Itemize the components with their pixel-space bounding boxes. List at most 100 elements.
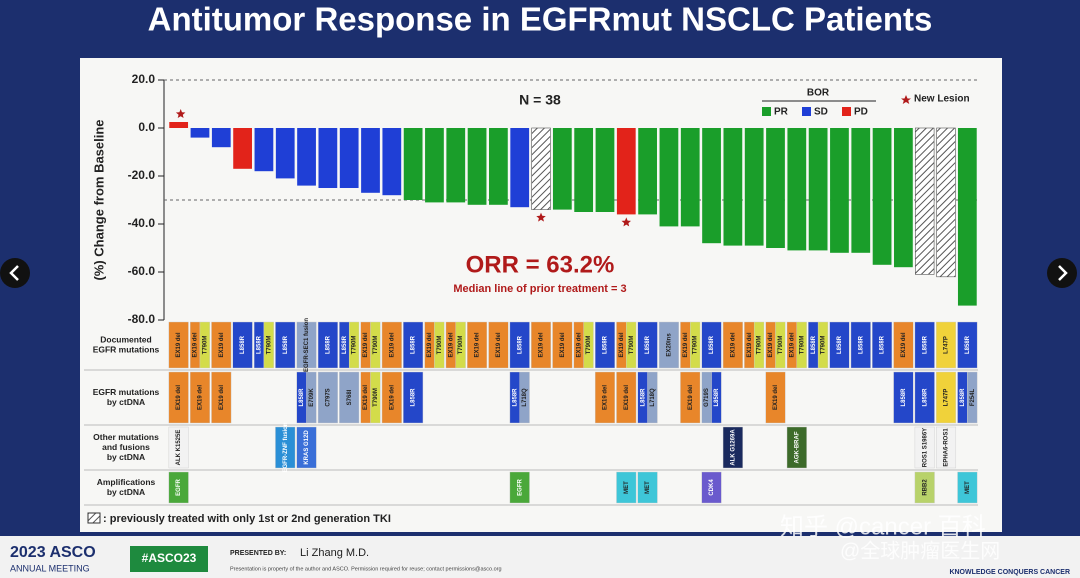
mutation-label: S768I [347, 389, 353, 405]
mutation-cell [893, 321, 914, 369]
mutation-label: EX19 del [389, 332, 395, 357]
bar [744, 128, 764, 246]
bar [723, 128, 743, 246]
y-tick-label: -80.0 [128, 312, 156, 326]
bar [872, 128, 892, 265]
next-button[interactable] [1047, 258, 1077, 288]
mutation-cell [381, 371, 402, 424]
mutation-label: EX19 del [448, 332, 454, 357]
mutation-cell [701, 321, 722, 369]
mutation-cell [936, 321, 957, 369]
disclaimer: Presentation is property of the author a… [230, 566, 502, 572]
mutation-cell [893, 371, 914, 424]
mutation-label: T790M [629, 336, 635, 355]
mutation-label: EX20ins [666, 333, 672, 357]
mutation-cell [296, 426, 317, 469]
mutation-label: T790M [821, 336, 827, 355]
mutation-label: EX19 del [730, 332, 736, 357]
mutation-cell [168, 371, 189, 424]
new-lesion-star [536, 212, 546, 222]
y-tick-label: 0.0 [138, 120, 155, 134]
mutation-label: RBB2 [922, 479, 928, 496]
mutation-cell [701, 471, 722, 504]
mutation-cell [306, 371, 317, 424]
mutation-cell [488, 321, 509, 369]
mutation-label: L718Q [650, 388, 656, 407]
mutation-label: MET [645, 481, 651, 494]
mutation-label: EX19 del [789, 332, 795, 357]
mutation-label: L858R [299, 388, 305, 407]
mutation-label: L858R [283, 335, 289, 354]
mutation-cell [817, 321, 829, 369]
mutation-cell [370, 321, 381, 369]
mutation-cell [275, 426, 296, 469]
mutation-label: EPHA6-ROS1 [944, 428, 950, 467]
mutation-label: E709K [309, 388, 315, 407]
prev-icon[interactable] [9, 265, 19, 281]
mutation-cell [637, 321, 658, 369]
prev-button[interactable] [0, 258, 30, 288]
legend-new-lesion: New Lesion [914, 94, 970, 105]
row-label: by ctDNA [107, 452, 145, 462]
bar [489, 128, 508, 205]
mutation-cell [509, 321, 530, 369]
mutation-label: EGFR [517, 479, 523, 496]
mutation-cell [403, 371, 424, 424]
mutation-label: L858R [922, 335, 928, 354]
mutation-label: L858R [714, 388, 720, 407]
mutation-cell [199, 321, 210, 369]
mutation-cell [519, 371, 530, 424]
mutation-cell [232, 321, 253, 369]
mutation-cell [765, 371, 786, 424]
mutation-label: T790M [266, 336, 272, 355]
mutation-label: EX19 del [363, 385, 369, 410]
mutation-label: EX19 del [389, 385, 395, 410]
mutation-label: EX19 del [747, 332, 753, 357]
mutation-label: EX19 del [560, 332, 566, 357]
mutation-cell [339, 371, 360, 424]
row-label: and fusions [102, 442, 150, 452]
mutation-label: L718Q [522, 388, 528, 407]
row-label: by ctDNA [107, 397, 145, 407]
bar [211, 128, 231, 148]
row-label: by ctDNA [107, 487, 145, 497]
mutation-cell [317, 371, 338, 424]
mutation-label: EX19 del [496, 332, 502, 357]
bar [361, 128, 380, 193]
legend-swatch [842, 107, 851, 116]
y-tick-label: -20.0 [128, 168, 156, 182]
bar [510, 128, 530, 208]
mutation-cell [317, 321, 338, 369]
mutation-label: T790M [778, 336, 784, 355]
y-tick-label: 20.0 [132, 72, 156, 86]
mutation-label: L858R [240, 335, 246, 354]
mutation-label: EGFR-SEC1 fusion [304, 318, 310, 372]
bar [787, 128, 807, 251]
legend-label: SD [814, 107, 828, 118]
mutation-label: L858R [837, 335, 843, 354]
mutation-label: C797S [325, 388, 331, 406]
legend-label: PD [854, 107, 868, 118]
mutation-label: L858R [411, 335, 417, 354]
mutation-label: L858R [645, 335, 651, 354]
legend-star [901, 95, 911, 104]
orr-label: ORR = 63.2% [466, 251, 615, 278]
bar [936, 127, 956, 278]
bar [659, 128, 679, 227]
mutation-cell [403, 321, 424, 369]
mutation-cell [275, 321, 296, 369]
bar [702, 128, 721, 244]
mutation-cell [850, 321, 871, 369]
mutation-cell [753, 321, 765, 369]
mutation-label: L858R [512, 388, 518, 407]
mutation-cell [211, 321, 232, 369]
bar [638, 128, 657, 215]
watermark-2: @全球肿瘤医生网 [840, 539, 1000, 562]
next-icon[interactable] [1058, 265, 1068, 281]
footnote-swatch [87, 512, 101, 524]
watermark: 知乎 @cancer 百科 [780, 513, 986, 540]
mutation-cell [263, 321, 274, 369]
mutation-cell [531, 321, 552, 369]
slide-title: Antitumor Response in EGFRmut NSCLC Pati… [148, 1, 933, 38]
